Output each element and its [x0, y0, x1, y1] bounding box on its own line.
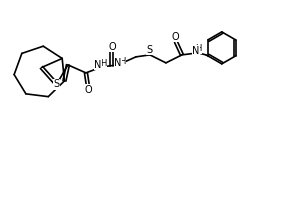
Text: O: O [171, 32, 179, 42]
Text: H: H [195, 44, 201, 53]
Text: S: S [53, 79, 60, 89]
Text: N: N [192, 46, 200, 56]
Text: O: O [84, 85, 92, 95]
Text: H: H [119, 57, 125, 66]
Text: O: O [108, 42, 116, 52]
Text: S: S [147, 45, 153, 55]
Text: N: N [94, 60, 102, 70]
Text: N: N [114, 58, 122, 68]
Text: H: H [100, 59, 106, 68]
